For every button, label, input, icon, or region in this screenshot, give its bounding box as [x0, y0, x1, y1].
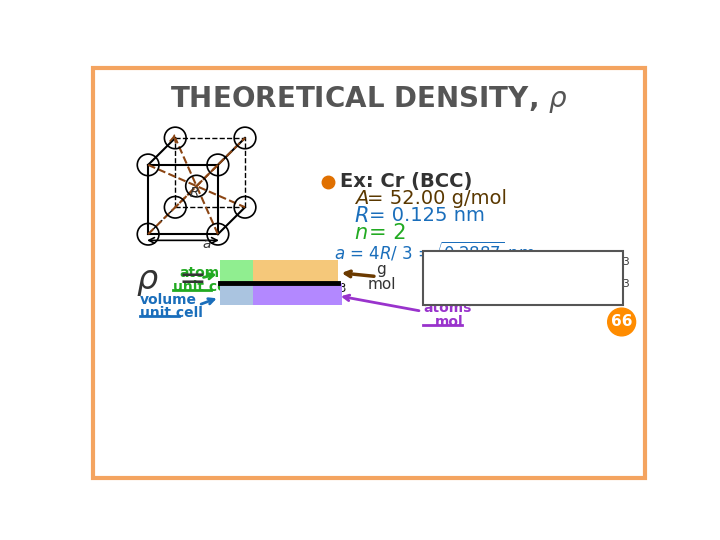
Text: $\rho$  =: $\rho$ =	[137, 266, 205, 299]
Text: = 2: = 2	[369, 222, 407, 242]
Text: $R$: $R$	[354, 206, 368, 226]
Text: 2: 2	[230, 262, 243, 280]
Text: atoms: atoms	[179, 266, 228, 280]
FancyBboxPatch shape	[220, 260, 253, 282]
Text: unit cell: unit cell	[140, 306, 202, 320]
Text: mol: mol	[367, 276, 396, 292]
Text: = 7.18 g/cm$^3$: = 7.18 g/cm$^3$	[528, 255, 631, 278]
Text: = 0.125 nm: = 0.125 nm	[369, 206, 485, 225]
FancyBboxPatch shape	[423, 251, 624, 305]
Text: g: g	[377, 262, 386, 277]
Text: = 7.19 g/cm$^3$: = 7.19 g/cm$^3$	[528, 277, 631, 299]
Text: atoms: atoms	[423, 301, 472, 315]
Text: volume: volume	[140, 293, 197, 307]
FancyBboxPatch shape	[253, 284, 342, 305]
Text: = 52.00 g/mol: = 52.00 g/mol	[367, 190, 508, 208]
Text: $a^{3}$: $a^{3}$	[227, 284, 246, 305]
Circle shape	[608, 308, 636, 336]
Text: $A$: $A$	[354, 190, 369, 208]
Text: 66: 66	[611, 314, 632, 329]
Text: $n$: $n$	[354, 222, 367, 242]
Text: $\rho_{theoretical}$: $\rho_{theoretical}$	[429, 259, 499, 274]
Text: Ex: Cr (BCC): Ex: Cr (BCC)	[340, 172, 472, 191]
FancyBboxPatch shape	[220, 284, 253, 305]
Text: $a$: $a$	[202, 237, 212, 251]
Text: $\rho_{actual}$: $\rho_{actual}$	[429, 280, 474, 296]
Text: unit cell: unit cell	[173, 280, 236, 294]
FancyBboxPatch shape	[253, 260, 338, 282]
Text: $R$: $R$	[189, 186, 199, 200]
Text: 6.023 x10$^{23}$: 6.023 x10$^{23}$	[247, 284, 347, 305]
Text: mol: mol	[435, 315, 464, 329]
FancyBboxPatch shape	[93, 68, 645, 477]
Text: THEORETICAL DENSITY, $\rho$: THEORETICAL DENSITY, $\rho$	[170, 84, 568, 115]
Text: 52.00: 52.00	[267, 262, 324, 280]
Text: $a$ = 4$R$/ 3 =$\sqrt{0.2887}$ nm: $a$ = 4$R$/ 3 =$\sqrt{0.2887}$ nm	[334, 240, 536, 262]
